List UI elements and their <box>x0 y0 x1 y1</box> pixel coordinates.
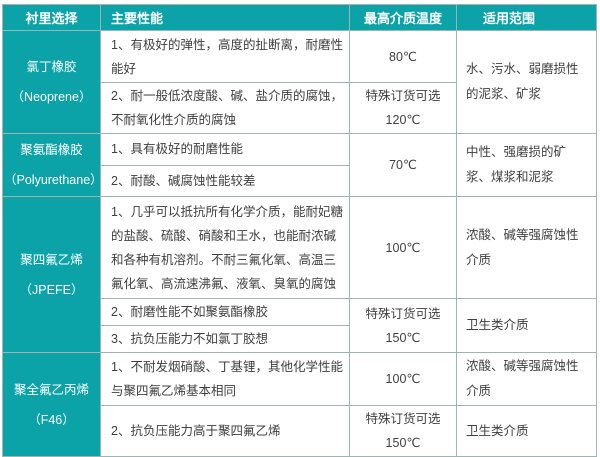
table-row: 3、抗负压能力不如氯丁胶想 <box>3 325 597 353</box>
col-header-lining: 衬里选择 <box>2 4 101 31</box>
performance-cell: 2、耐一般低浓度酸、碱、盐介质的腐蚀，不耐氧化性介质的腐蚀 <box>100 82 350 134</box>
performance-cell: 3、抗负压能力不如氯丁胶想 <box>100 325 350 353</box>
header-row: 衬里选择 主要性能 最高介质温度 适用范围 <box>2 4 597 31</box>
range-cell: 卫生类介质 <box>456 298 597 353</box>
temp-cell: 特殊订货可选 150℃ <box>349 405 457 457</box>
performance-cell: 1、不耐发烟硝酸、丁基锂，其他化学性能与聚四氟乙烯基本相同 <box>100 352 350 406</box>
temp-cell: 特殊订货可选 120℃ <box>349 82 457 134</box>
col-header-range: 适用范围 <box>456 4 597 31</box>
table-row: 氯丁橡胶 （Neoprene） 1、有极好的弹性，高度的扯断离，耐磨性能好 80… <box>2 30 597 134</box>
temp-cell: 80℃ <box>349 30 457 83</box>
col-header-max-temp: 最高介质温度 <box>349 4 457 31</box>
range-cell: 水、污水、弱磨损性的泥浆、矿浆 <box>456 30 597 134</box>
lining-selection-table: 衬里选择 主要性能 最高介质温度 适用范围 氯丁橡胶 （Neoprene） 1、… <box>2 4 597 457</box>
range-cell: 浓酸、碱等强腐蚀性介质 <box>456 352 597 406</box>
material-name-neoprene: 氯丁橡胶 （Neoprene） <box>2 30 101 134</box>
performance-cell: 2、耐酸、碱腐蚀性能较差 <box>100 164 350 197</box>
material-name-f46: 聚全氟乙丙烯 （F46） <box>2 352 101 457</box>
table-row: 聚四氟乙烯 （JPEFE） 1、几乎可以抵抗所有化学介质，能耐妃糖的盐酸、硫酸、… <box>2 196 597 353</box>
performance-cell: 2、抗负压能力高于聚四氟乙烯 <box>100 405 350 457</box>
col-header-performance: 主要性能 <box>100 4 350 31</box>
temp-cell: 特殊订货可选 150℃ <box>349 298 457 353</box>
material-name-jpefe: 聚四氟乙烯 （JPEFE） <box>2 196 101 353</box>
table-row: 2、耐一般低浓度酸、碱、盐介质的腐蚀，不耐氧化性介质的腐蚀 特殊订货可选 120… <box>3 82 597 134</box>
performance-cell: 2、耐磨性能不如聚氨酯橡胶 <box>100 298 350 326</box>
performance-cell: 1、具有极好的耐磨性能 <box>100 133 350 166</box>
performance-cell: 1、几乎可以抵抗所有化学介质，能耐妃糖的盐酸、硫酸、硝酸和王水，也能耐浓碱和各种… <box>100 196 350 299</box>
temp-cell: 70℃ <box>349 133 457 197</box>
range-cell: 卫生类介质 <box>456 405 597 457</box>
material-name-polyurethane: 聚氨酯橡胶 （Polyurethane） <box>2 133 101 197</box>
table-row: 2、耐磨性能不如聚氨酯橡胶 特殊订货可选 150℃ 卫生类介质 <box>3 298 597 353</box>
range-cell: 浓酸、碱等强腐蚀性介质 <box>456 196 597 299</box>
performance-cell: 1、有极好的弹性，高度的扯断离，耐磨性能好 <box>100 30 350 83</box>
table-row: 聚全氟乙丙烯 （F46） 1、不耐发烟硝酸、丁基锂，其他化学性能与聚四氟乙烯基本… <box>2 352 597 457</box>
temp-cell: 100℃ <box>349 352 457 406</box>
temp-cell: 100℃ <box>349 196 457 299</box>
range-cell: 中性、强磨损的矿浆、煤浆和泥浆 <box>456 133 597 197</box>
table-row: 聚氨酯橡胶 （Polyurethane） 1、具有极好的耐磨性能 70℃ 中性、… <box>2 133 597 197</box>
